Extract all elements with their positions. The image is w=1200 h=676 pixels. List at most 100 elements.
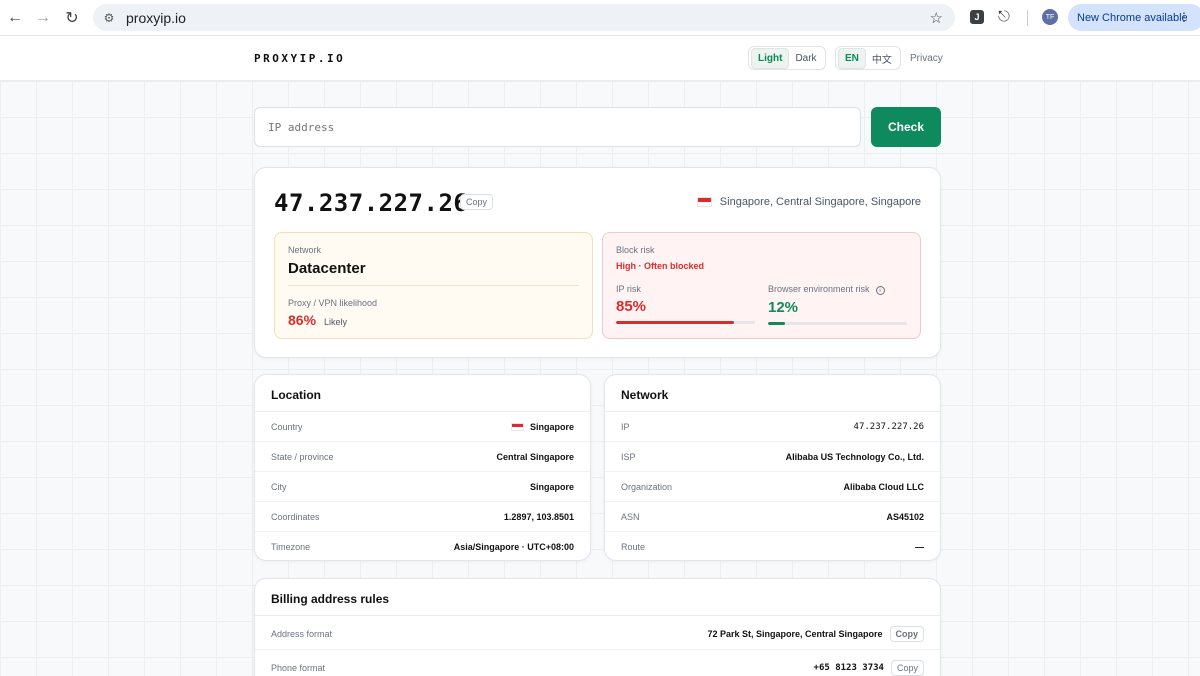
theme-dark-option[interactable]: Dark	[795, 52, 817, 64]
card-divider	[255, 411, 590, 412]
network-type-value: Datacenter	[288, 260, 366, 277]
language-toggle: EN 中文	[835, 46, 901, 70]
row-value: AS45102	[886, 511, 924, 522]
network-type-panel: Network Datacenter Proxy / VPN likelihoo…	[274, 232, 593, 339]
table-row: Timezone Asia/Singapore · UTC+08:00	[255, 532, 590, 562]
site-logo[interactable]: PROXYIP.IO	[254, 52, 346, 65]
check-button[interactable]: Check	[871, 107, 941, 147]
profile-avatar[interactable]: TF	[1042, 9, 1058, 25]
site-header: PROXYIP.IO Light Dark EN 中文 Privacy	[0, 36, 1200, 81]
ip-heading: 47.237.227.26	[274, 189, 469, 217]
network-rows: IP 47.237.227.26 ISP Alibaba US Technolo…	[605, 412, 940, 562]
ip-summary-card: 47.237.227.26 Copy Singapore, Central Si…	[254, 167, 941, 358]
row-label: Route	[621, 542, 646, 552]
row-value: Asia/Singapore · UTC+08:00	[453, 542, 574, 552]
table-row: Coordinates 1.2897, 103.8501	[255, 502, 590, 532]
table-row: Phone format +65 8123 3734 Copy	[255, 653, 940, 676]
lang-zh-option[interactable]: 中文	[871, 54, 892, 66]
copy-address-button[interactable]: Copy	[889, 626, 924, 642]
location-summary-text: Singapore, Central Singapore, Singapore	[719, 196, 921, 208]
env-risk-bar-fill	[768, 322, 785, 325]
theme-toggle: Light Dark	[748, 46, 826, 70]
ip-address-input[interactable]	[254, 107, 861, 147]
extension-icon[interactable]: J	[970, 10, 984, 24]
lang-en-option[interactable]: EN	[838, 47, 866, 69]
forward-icon[interactable]: →	[35, 9, 51, 26]
singapore-flag-icon	[696, 197, 712, 207]
table-row: City Singapore	[255, 472, 590, 502]
table-row: Route —	[605, 532, 940, 562]
block-risk-label: Block risk	[616, 245, 655, 255]
row-label: City	[271, 481, 287, 492]
ip-risk-bar	[616, 321, 755, 324]
row-value: Singapore	[510, 421, 574, 432]
theme-light-option[interactable]: Light	[751, 47, 790, 69]
site-settings-icon[interactable]: ⚙	[103, 10, 115, 25]
copy-ip-button[interactable]: Copy	[460, 194, 494, 210]
toolbar-divider	[1027, 10, 1028, 26]
row-label: ISP	[621, 451, 636, 462]
row-value: —	[915, 542, 924, 552]
billing-rules-card: Billing address rules Address format 72 …	[254, 578, 941, 676]
row-value: Central Singapore	[496, 451, 574, 462]
row-value: Alibaba Cloud LLC	[843, 481, 925, 492]
bookmark-star-icon[interactable]: ☆	[929, 10, 943, 27]
proxy-likelihood-word: Likely	[324, 317, 348, 327]
row-value: Singapore	[529, 481, 574, 492]
location-summary: Singapore, Central Singapore, Singapore	[696, 196, 921, 208]
block-risk-status: High · Often blocked	[616, 261, 705, 271]
back-icon[interactable]: ←	[7, 9, 23, 26]
panel-divider	[288, 285, 579, 286]
ip-risk-bar-fill	[616, 321, 735, 324]
env-risk-label-wrap: Browser environment risk i	[768, 284, 885, 295]
url-text[interactable]: proxyip.io	[126, 9, 186, 26]
row-value: 1.2897, 103.8501	[503, 511, 574, 522]
info-icon[interactable]: i	[875, 286, 885, 295]
row-label: Phone format	[271, 663, 326, 673]
proxy-likelihood-label: Proxy / VPN likelihood	[288, 298, 378, 308]
update-chrome-button[interactable]: New Chrome available ⋮	[1068, 4, 1200, 31]
singapore-flag-icon	[510, 422, 524, 431]
location-rows: Country Singapore State / province Centr…	[255, 412, 590, 562]
row-value: +65 8123 3734 Copy	[814, 660, 924, 676]
table-row: IP 47.237.227.26	[605, 412, 940, 442]
phone-format-value: +65 8123 3734	[813, 663, 884, 673]
table-row: ISP Alibaba US Technology Co., Ltd.	[605, 442, 940, 472]
table-row: Organization Alibaba Cloud LLC	[605, 472, 940, 502]
address-bar[interactable]: ⚙ proxyip.io ☆	[93, 4, 955, 31]
location-card-title: Location	[271, 388, 321, 402]
location-card: Location Country Singapore State / provi…	[254, 374, 591, 561]
env-risk-bar	[768, 322, 907, 325]
main-content: Check 47.237.227.26 Copy Singapore, Cent…	[0, 81, 1200, 676]
copy-phone-button[interactable]: Copy	[890, 660, 924, 676]
env-risk-value: 12%	[768, 299, 799, 316]
row-label: Organization	[621, 481, 673, 492]
card-divider	[255, 615, 940, 616]
proxy-likelihood-value: 86%	[288, 312, 317, 328]
row-label: Timezone	[271, 542, 311, 552]
billing-card-title: Billing address rules	[271, 592, 390, 606]
env-risk-label: Browser environment risk	[768, 284, 870, 294]
row-label: State / province	[271, 451, 334, 462]
country-value: Singapore	[529, 421, 574, 432]
ip-risk-value: 85%	[616, 298, 647, 315]
row-label: Country	[271, 421, 303, 432]
address-format-value: 72 Park St, Singapore, Central Singapore	[707, 629, 883, 639]
network-label: Network	[288, 245, 322, 255]
row-divider	[255, 649, 940, 650]
row-label: Address format	[271, 629, 333, 639]
browser-toolbar: ← → ↻ ⚙ proxyip.io ☆ J ⎋ TF New Chrome a…	[0, 0, 1200, 36]
table-row: Address format 72 Park St, Singapore, Ce…	[255, 619, 940, 649]
row-value: 47.237.227.26	[853, 421, 924, 432]
table-row: Country Singapore	[255, 412, 590, 442]
card-divider	[605, 411, 940, 412]
more-menu-icon[interactable]: ⋮	[1178, 10, 1190, 24]
row-value: 72 Park St, Singapore, Central Singapore…	[707, 626, 924, 642]
privacy-link[interactable]: Privacy	[910, 53, 943, 64]
row-label: Coordinates	[271, 511, 320, 522]
block-risk-panel: Block risk High · Often blocked IP risk …	[602, 232, 921, 339]
row-value: Alibaba US Technology Co., Ltd.	[785, 451, 924, 462]
reload-icon[interactable]: ↻	[65, 10, 79, 27]
network-card: Network IP 47.237.227.26 ISP Alibaba US …	[604, 374, 941, 561]
extensions-puzzle-icon[interactable]: ⎋	[998, 8, 1010, 25]
